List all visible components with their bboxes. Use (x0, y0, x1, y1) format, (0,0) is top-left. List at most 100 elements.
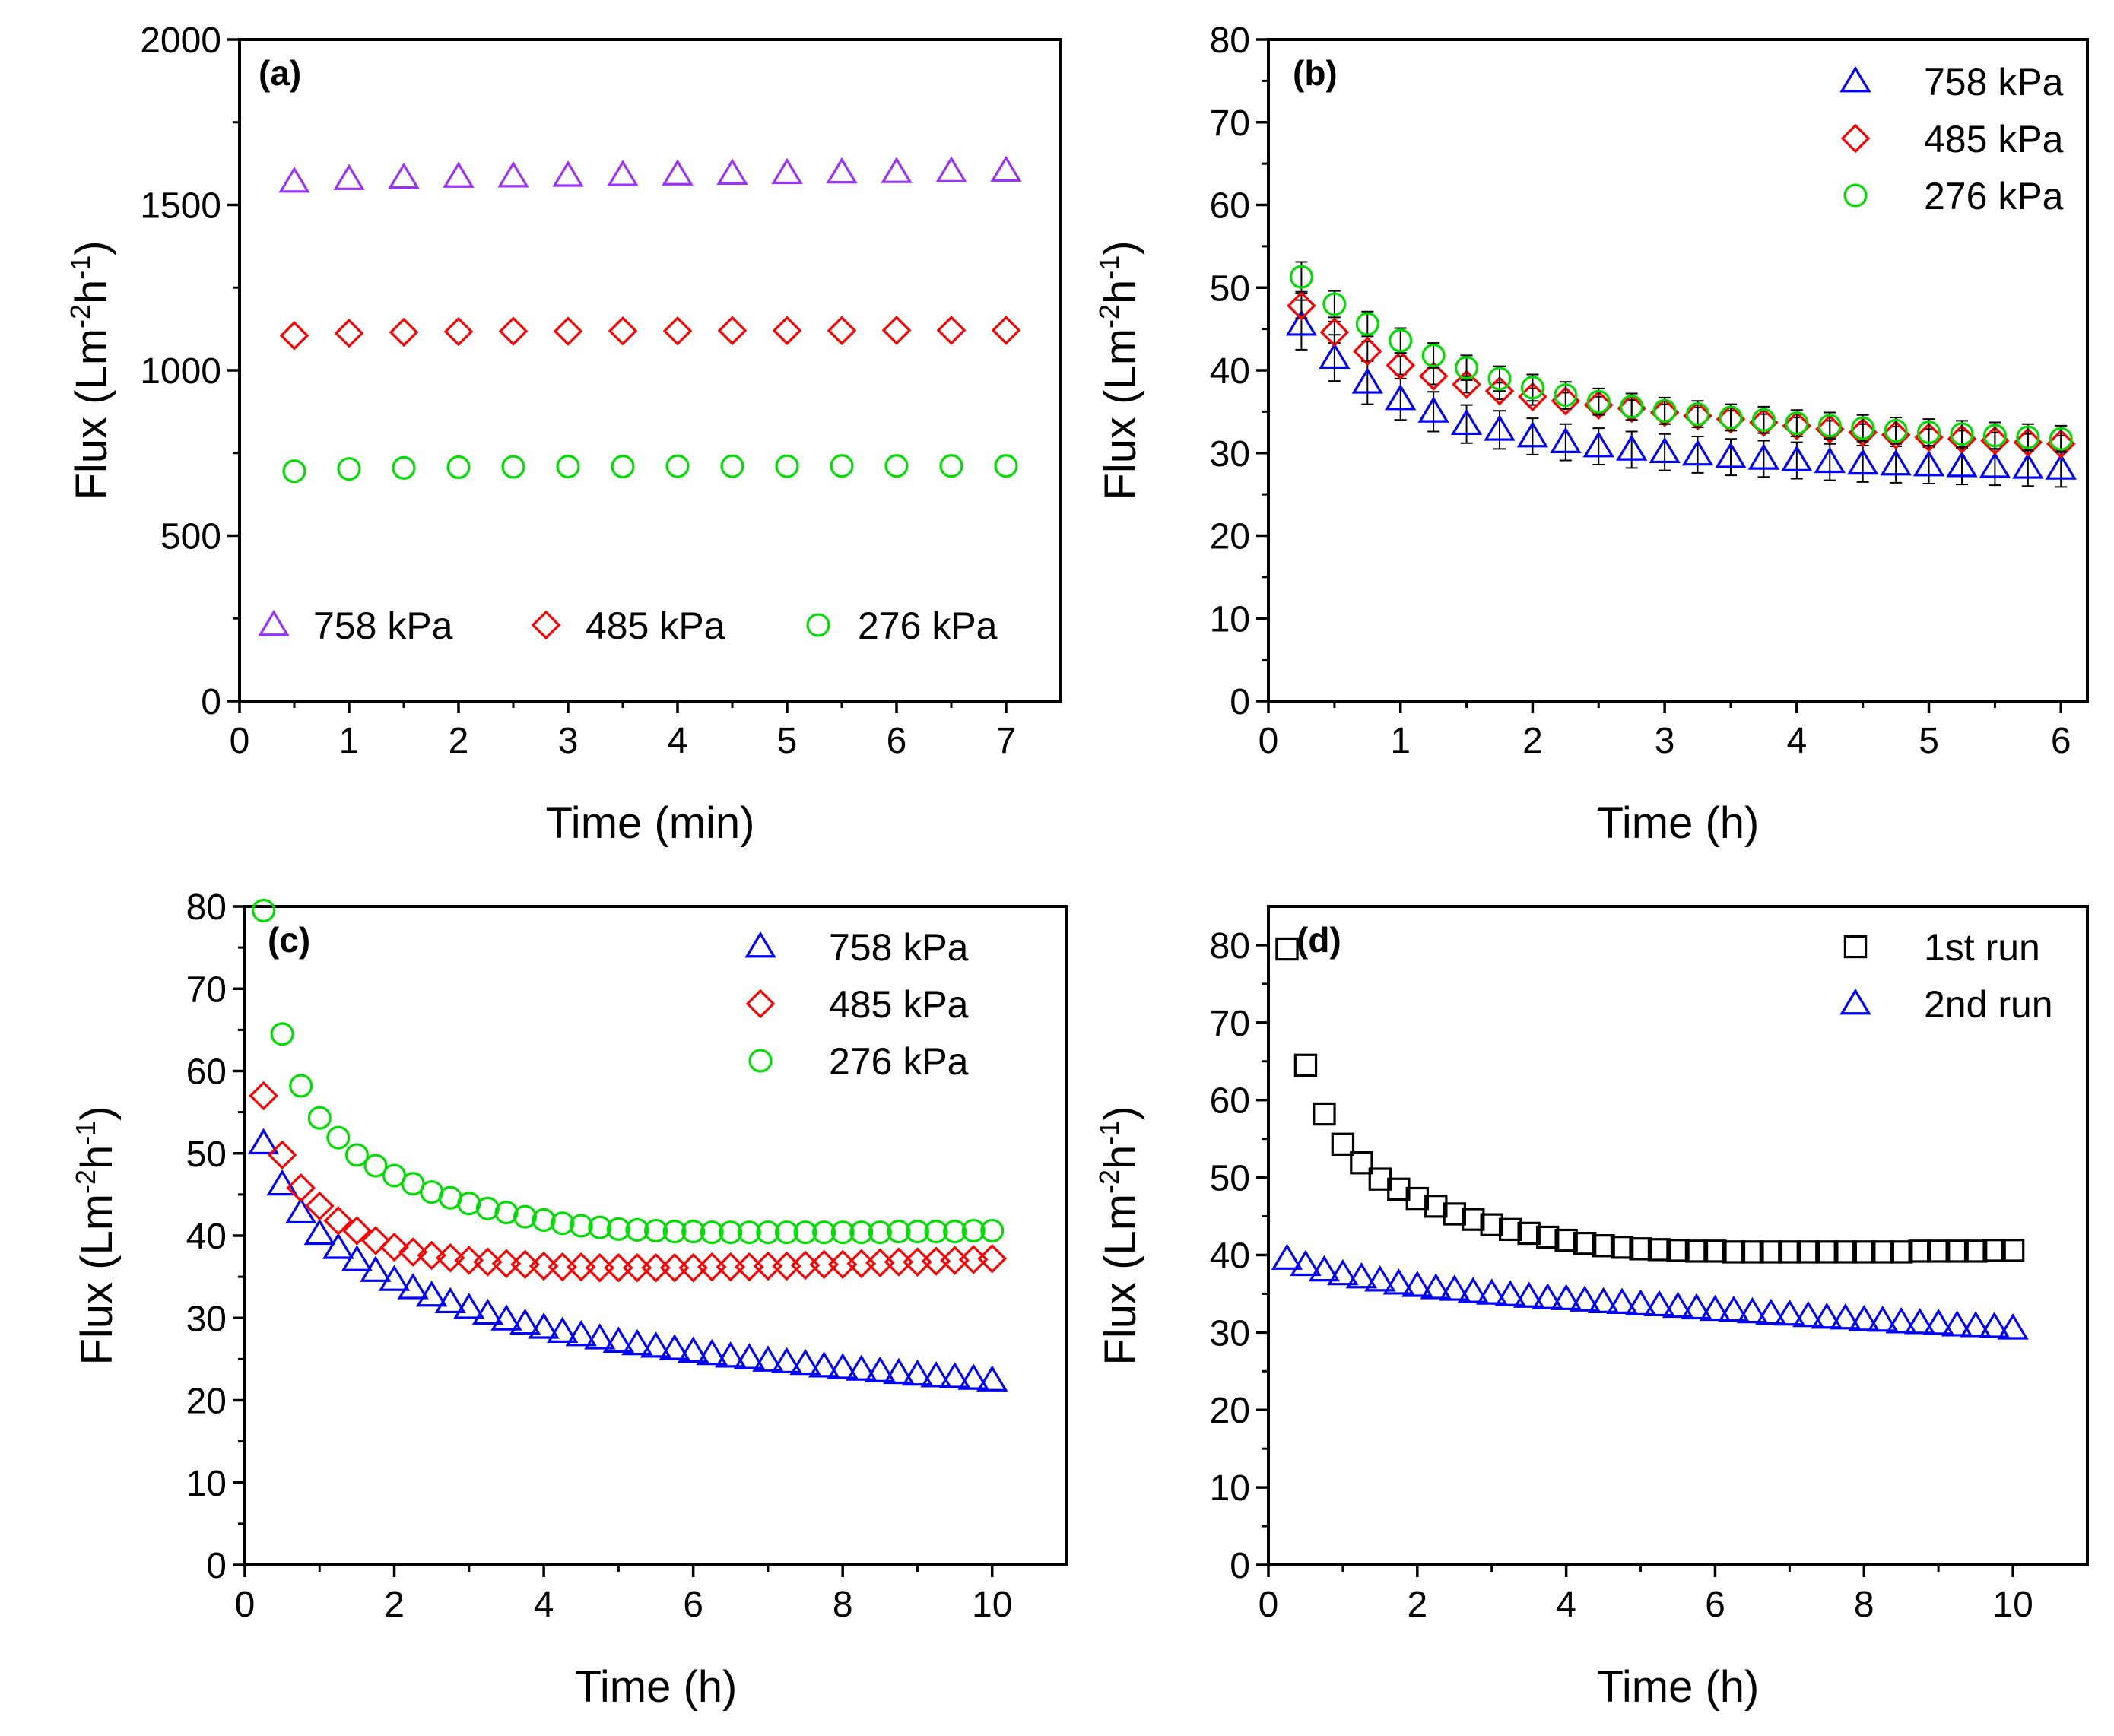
y-tick-label: 1500 (140, 186, 221, 227)
data-point (1573, 1231, 1597, 1255)
legend: 758 kPa 485 kPa 276 kPa (744, 926, 969, 1083)
legend-label: 758 kPa (313, 605, 453, 647)
data-point (830, 454, 854, 478)
legend-marker (744, 931, 776, 958)
data-point (1513, 1281, 1545, 1308)
legend-label: 485 kPa (1924, 118, 2064, 160)
data-point (753, 1251, 783, 1281)
y-axis-title-part: Flux (Lm (67, 328, 116, 500)
data-point (943, 1220, 967, 1244)
data-point (1420, 1273, 1452, 1300)
data-point (1912, 449, 1945, 477)
y-tick-label: 80 (1210, 21, 1250, 61)
data-point (662, 316, 693, 346)
data-point (588, 1215, 612, 1239)
data-point (2045, 453, 2077, 480)
y-tick-label: 80 (186, 887, 227, 928)
legend-label: 2nd run (1924, 983, 2053, 1026)
data-point (1683, 401, 1712, 431)
data-point (716, 158, 748, 185)
legend-label: 758 kPa (1924, 61, 2064, 103)
data-point (566, 1252, 596, 1282)
data-point (528, 1251, 559, 1281)
data-point (305, 1191, 335, 1221)
data-point (1747, 443, 1780, 470)
data-point (471, 1298, 504, 1325)
data-point (938, 1362, 971, 1388)
data-point (1945, 1239, 1969, 1263)
data-point (887, 1220, 911, 1244)
data-point (1979, 452, 2011, 478)
data-point (389, 317, 419, 348)
x-tick-label: 2 (449, 721, 469, 761)
y-axis-title-part: h (1096, 1145, 1145, 1169)
data-point (1681, 439, 1714, 466)
y-tick-label: 20 (1210, 517, 1250, 557)
data-point (884, 454, 909, 478)
series-276-kpa (252, 898, 1005, 1245)
data-point (1852, 1240, 1876, 1264)
data-point (397, 1273, 429, 1300)
legend-label: 276 kPa (1924, 175, 2064, 217)
data-point (1871, 1240, 1894, 1264)
legend-label: 276 kPa (829, 1040, 969, 1083)
data-point (720, 454, 744, 478)
x-axis-title: Time (min) (546, 798, 755, 848)
data-point (565, 1319, 597, 1347)
data-point (1652, 398, 1677, 423)
data-point (846, 1354, 878, 1381)
data-point (1517, 1221, 1541, 1246)
y-tick-label: 50 (1210, 1159, 1250, 1199)
legend-label: 485 kPa (586, 605, 725, 647)
y-tick-label: 50 (186, 1135, 227, 1175)
data-point (342, 1216, 372, 1246)
data-point (473, 1247, 503, 1277)
data-point (1666, 1239, 1690, 1262)
y-tick-label: 10 (186, 1464, 227, 1504)
data-point (793, 1220, 817, 1245)
series-485-kpa (249, 1081, 1007, 1283)
data-point (1457, 1277, 1489, 1303)
x-tick-label: 4 (534, 1585, 554, 1625)
data-point (957, 1363, 989, 1390)
data-point (1617, 393, 1646, 424)
data-point (510, 1249, 540, 1280)
data-point (1382, 1268, 1415, 1295)
x-axis-title: Time (h) (1597, 1662, 1760, 1712)
legend-label: 1st run (1924, 926, 2040, 969)
data-point (1751, 408, 1776, 432)
x-tick-label: 1 (339, 721, 360, 761)
y-axis-title-part: ) (1096, 1106, 1145, 1120)
data-point (360, 1226, 391, 1255)
x-tick-label: 0 (1259, 721, 1279, 761)
legend-label: 485 kPa (829, 983, 969, 1026)
data-point (940, 1246, 970, 1275)
y-axis-title-part: -1 (1094, 255, 1125, 280)
data-point (1293, 1053, 1318, 1077)
x-axis-title: Time (h) (575, 1662, 738, 1712)
legend-marker (806, 613, 830, 637)
data-point (1703, 1239, 1727, 1263)
panel-label: (d) (1297, 920, 1341, 960)
y-axis-title-part: ) (67, 240, 116, 255)
y-axis-title-part: -2 (1094, 1169, 1125, 1194)
data-point (939, 454, 963, 478)
data-point (812, 1220, 836, 1245)
data-point (1331, 1132, 1355, 1156)
data-point (1319, 317, 1350, 348)
data-point (1487, 367, 1512, 391)
data-point (1516, 421, 1549, 448)
data-point (1647, 1238, 1671, 1262)
x-tick-label: 6 (683, 1585, 703, 1625)
x-tick-label: 5 (1919, 721, 1939, 761)
data-point (936, 316, 967, 345)
data-point (716, 1252, 746, 1282)
data-point (665, 454, 690, 478)
data-point (935, 156, 967, 182)
x-tick-label: 6 (887, 721, 907, 761)
data-point (961, 1218, 986, 1243)
x-tick-label: 8 (833, 1585, 853, 1625)
y-tick-label: 40 (1210, 1236, 1250, 1276)
data-point (640, 1331, 672, 1358)
data-point (865, 1248, 895, 1277)
